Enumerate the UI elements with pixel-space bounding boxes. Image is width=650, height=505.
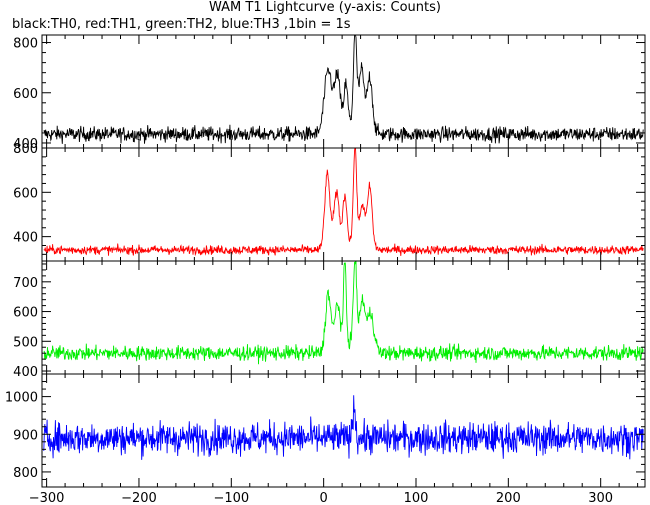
y-tick-label: 800 (13, 466, 38, 481)
series-line-th3 (43, 395, 644, 460)
y-tick-label: 400 (13, 365, 38, 380)
x-tick-label: 300 (588, 491, 613, 505)
x-tick-label: 100 (404, 491, 429, 505)
panel-frame-th3 (41, 373, 646, 488)
y-tick-label: 900 (13, 428, 38, 443)
x-tick-label: −200 (121, 491, 157, 505)
series-line-th2 (43, 260, 644, 365)
y-tick-label: 800 (13, 37, 38, 52)
y-tick-label: 400 (13, 137, 38, 152)
y-tick-label: 600 (13, 87, 38, 102)
x-tick-label: −300 (29, 491, 65, 505)
y-tick-label: 800 (13, 142, 38, 157)
y-tick-label: 400 (13, 231, 38, 246)
x-tick-label: −100 (213, 491, 249, 505)
series-line-th1 (43, 147, 644, 257)
chart-title: WAM T1 Lightcurve (y-axis: Counts) (209, 0, 441, 15)
series-line-th0 (43, 34, 644, 144)
y-tick-label: 600 (13, 186, 38, 201)
chart-subtitle: black:TH0, red:TH1, green:TH2, blue:TH3 … (12, 17, 351, 32)
x-tick-label: 200 (496, 491, 521, 505)
x-tick-label: 0 (320, 491, 328, 505)
y-tick-label: 1000 (5, 391, 38, 406)
y-tick-label: 600 (13, 306, 38, 321)
y-tick-label: 700 (13, 276, 38, 291)
y-tick-label: 500 (13, 335, 38, 350)
